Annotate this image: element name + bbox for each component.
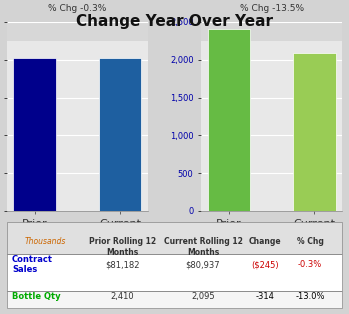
Bar [201, 22, 342, 41]
Bar [208, 29, 250, 211]
Text: $81,182: $81,182 [105, 260, 140, 269]
Text: Change Year Over Year: Change Year Over Year [76, 14, 273, 29]
Text: Prior Rolling 12
Months: Prior Rolling 12 Months [89, 237, 156, 257]
Text: Current Rolling 12
Months: Current Rolling 12 Months [164, 237, 243, 257]
Text: -0.3%: -0.3% [298, 260, 322, 269]
Bar [99, 58, 141, 211]
FancyBboxPatch shape [7, 290, 342, 308]
Text: 2,095: 2,095 [191, 292, 215, 301]
Text: Thousands: Thousands [25, 237, 66, 246]
Text: Bottle Qty: Bottle Qty [12, 292, 61, 301]
FancyBboxPatch shape [7, 222, 342, 254]
Text: -314: -314 [255, 292, 274, 301]
Text: -13.0%: -13.0% [296, 292, 325, 301]
Text: % Chg: % Chg [297, 237, 324, 246]
Bar [13, 57, 56, 211]
Text: 2,410: 2,410 [111, 292, 134, 301]
Bar [7, 22, 148, 41]
Text: Contract
Sales: Contract Sales [12, 255, 53, 274]
Text: % Chg -0.3%: % Chg -0.3% [48, 3, 106, 13]
Text: $80,937: $80,937 [186, 260, 220, 269]
Text: ($245): ($245) [251, 260, 279, 269]
Bar [293, 52, 336, 211]
Text: % Chg -13.5%: % Chg -13.5% [239, 3, 304, 13]
Text: Change: Change [248, 237, 281, 246]
FancyBboxPatch shape [7, 254, 342, 290]
